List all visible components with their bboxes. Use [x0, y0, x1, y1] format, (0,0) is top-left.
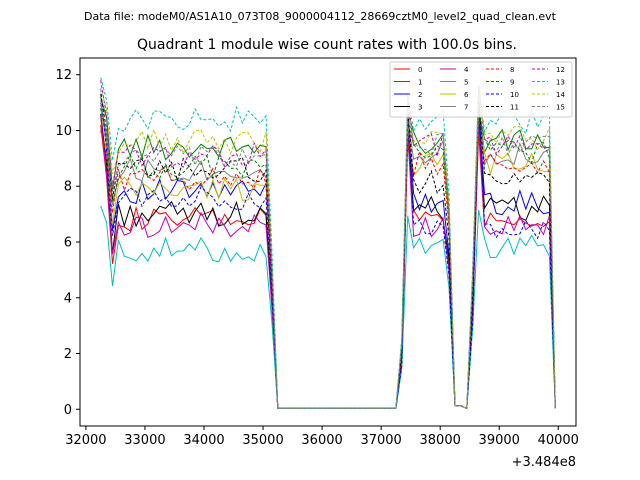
x-offset-label: +3.484e8 — [512, 455, 576, 470]
y-tick-label: 0 — [64, 403, 72, 418]
legend-label-6: 6 — [464, 91, 469, 99]
legend-label-11: 11 — [510, 104, 519, 112]
y-tick-label: 10 — [55, 124, 72, 139]
series-line-14 — [100, 88, 556, 410]
legend-frame — [389, 61, 573, 118]
legend-label-14: 14 — [556, 91, 565, 99]
legend-label-7: 7 — [464, 104, 468, 112]
legend-label-12: 12 — [556, 66, 565, 74]
y-tick-label: 2 — [64, 347, 72, 362]
chart-title: Quadrant 1 module wise count rates with … — [137, 37, 517, 53]
plot-area — [79, 57, 577, 427]
legend-label-10: 10 — [510, 91, 519, 99]
y-tick-label: 8 — [64, 180, 72, 195]
y-axis: 0 2 4 6 8 10 12 — [55, 68, 80, 418]
x-axis: 32000 33000 34000 35000 36000 37000 38000 39000… — [65, 426, 579, 448]
legend-label-1: 1 — [418, 79, 422, 87]
legend-label-13: 13 — [556, 79, 565, 87]
legend-label-8: 8 — [510, 66, 514, 74]
legend-label-3: 3 — [418, 104, 422, 112]
legend-label-15: 15 — [556, 104, 565, 112]
legend-label-5: 5 — [464, 79, 468, 87]
y-tick-label: 12 — [55, 68, 72, 83]
plot-frame — [80, 58, 576, 426]
legend-label-0: 0 — [418, 66, 422, 74]
x-tick-label: 38000 — [420, 433, 461, 448]
x-tick-label: 35000 — [242, 433, 283, 448]
legend-label-9: 9 — [510, 79, 514, 87]
chart-suptitle: Data file: modeM0/AS1A10_073T08_90000041… — [84, 10, 557, 23]
y-tick-label: 6 — [64, 236, 72, 251]
x-tick-label: 36000 — [301, 433, 342, 448]
legend-label-4: 4 — [464, 66, 469, 74]
x-tick-label: 34000 — [183, 433, 224, 448]
x-tick-label: 39000 — [479, 433, 520, 448]
y-tick-label: 4 — [64, 291, 72, 306]
x-tick-label: 33000 — [124, 433, 165, 448]
x-tick-label: 32000 — [65, 433, 106, 448]
x-tick-label: 40000 — [538, 433, 579, 448]
legend-label-2: 2 — [418, 91, 422, 99]
x-tick-label: 37000 — [360, 433, 401, 448]
